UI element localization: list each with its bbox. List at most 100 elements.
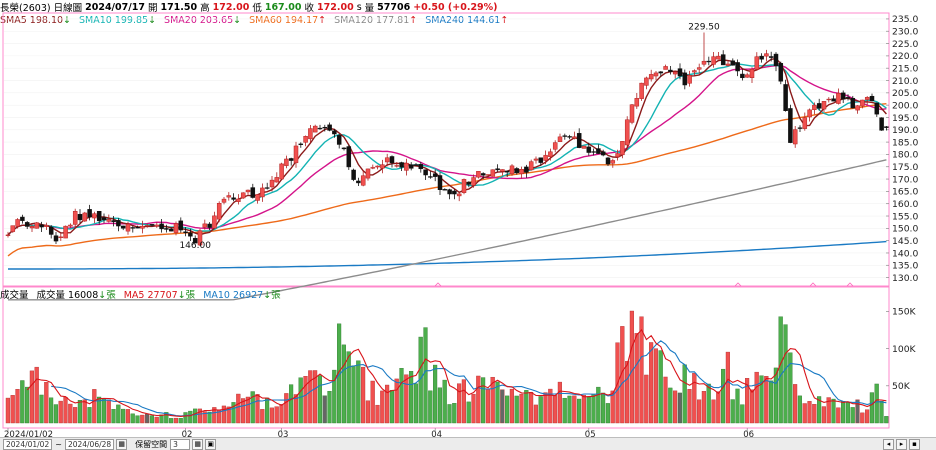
volume-bar — [567, 395, 572, 424]
volume-bar — [529, 392, 534, 424]
candle-body — [58, 236, 64, 238]
candle-body — [72, 210, 78, 225]
volume-bar — [855, 399, 860, 424]
candle-body — [29, 226, 35, 229]
candle-body — [269, 179, 275, 188]
volume-bar — [692, 372, 697, 424]
price-tick-label: 190.0 — [892, 125, 918, 136]
candle-body — [610, 160, 616, 164]
candle-body — [44, 224, 49, 227]
calendar-icon[interactable]: ▦ — [116, 438, 128, 450]
candle-body — [140, 225, 145, 229]
scroll-left-icon[interactable]: ◂ — [883, 438, 894, 450]
candle-body — [840, 92, 846, 100]
volume-bar — [553, 395, 558, 424]
candle-body — [692, 70, 697, 73]
volume-bar — [15, 389, 20, 424]
volume-label: 量 — [364, 3, 375, 14]
candle-body — [154, 224, 160, 227]
volume-legend: 成交量 成交量 16008↓張 MA5 27707↓張 MA10 26927↓張 — [0, 287, 936, 301]
candle-body — [346, 146, 352, 168]
price-tick-label: 195.0 — [892, 113, 918, 124]
candle-body — [82, 212, 88, 222]
price-tick-label: 140.0 — [892, 248, 918, 259]
date-tick-label: 2024/01/02 — [4, 430, 53, 437]
volume-bar — [332, 369, 337, 424]
volume-bar — [610, 390, 615, 424]
candle-body — [375, 165, 380, 168]
candle-body — [504, 170, 510, 173]
volume-bar — [807, 401, 812, 424]
candle-body — [53, 235, 59, 242]
volume-bar — [192, 408, 198, 424]
start-date-field[interactable]: 2024/01/02 — [3, 438, 53, 450]
candle-body — [821, 101, 827, 110]
ma-legend-label: SMA120 177.81 — [334, 14, 410, 26]
expand-icon[interactable]: ▣ — [205, 438, 217, 450]
candle-body — [149, 224, 155, 226]
candle-body — [188, 232, 193, 237]
volume-bar — [279, 404, 284, 424]
stock-name: 長榮(2603) — [0, 3, 51, 14]
volume-bar — [159, 414, 164, 424]
price-tick-label: 225.0 — [892, 39, 918, 50]
volume-bar — [385, 384, 390, 424]
candle-body — [701, 60, 707, 65]
candle-body — [533, 158, 539, 161]
candle-body — [226, 195, 232, 198]
date-tick-label: 04 — [431, 430, 442, 437]
candle-body — [869, 95, 875, 102]
candle-body — [759, 55, 764, 60]
candle-body — [538, 157, 544, 163]
volume-bar — [399, 368, 404, 424]
volume-bar — [226, 406, 231, 424]
volume-bar — [802, 403, 807, 424]
scroll-right-icon[interactable]: ▸ — [896, 438, 907, 450]
candle-body — [87, 209, 92, 218]
vol-legend-label: 成交量 16008 — [36, 290, 99, 301]
keep-space-field[interactable]: 3 — [170, 438, 191, 450]
volume-bar — [860, 412, 865, 424]
volume-bar — [730, 399, 735, 424]
volume-bar — [317, 375, 322, 424]
price-tick-label: 200.0 — [892, 100, 918, 111]
volume-bar — [101, 398, 106, 424]
volume-bar — [82, 399, 87, 424]
volume-bar — [452, 403, 457, 424]
candle-body — [591, 151, 596, 153]
grid-icon[interactable]: ▦ — [192, 438, 204, 450]
candle-body — [303, 136, 308, 143]
end-date-field[interactable]: 2024/06/28 — [64, 438, 115, 450]
candle-body — [514, 168, 520, 174]
candle-body — [836, 92, 841, 104]
candle-body — [423, 169, 428, 176]
volume-bar — [106, 399, 111, 424]
candle-body — [428, 176, 433, 178]
volume-value: 57706 — [377, 1, 411, 13]
volume-bar — [514, 395, 519, 424]
candle-body — [485, 174, 491, 176]
candle-body — [528, 161, 534, 171]
ma-legend-label: SMA5 198.10 — [0, 14, 64, 26]
volume-bar — [20, 380, 25, 424]
volume-bar — [783, 324, 788, 424]
candle-body — [39, 224, 44, 228]
volume-bar — [577, 398, 582, 424]
candle-body — [394, 165, 400, 167]
price-tick-label: 175.0 — [892, 162, 918, 173]
candle-body — [384, 157, 390, 163]
volume-bar — [778, 316, 783, 424]
change-value: +0.50 (+0.29%) — [413, 1, 498, 13]
candle-body — [663, 66, 668, 70]
zoom-icon[interactable]: ▪ — [909, 438, 920, 450]
volume-bar — [519, 393, 524, 424]
volume-bar — [673, 390, 678, 424]
signal-marker — [846, 282, 854, 287]
candle-body — [490, 169, 496, 177]
volume-bar — [505, 395, 510, 424]
candle-body — [284, 158, 289, 166]
volume-bar — [298, 377, 303, 424]
candle-body — [432, 173, 438, 177]
candle-body — [552, 142, 558, 150]
